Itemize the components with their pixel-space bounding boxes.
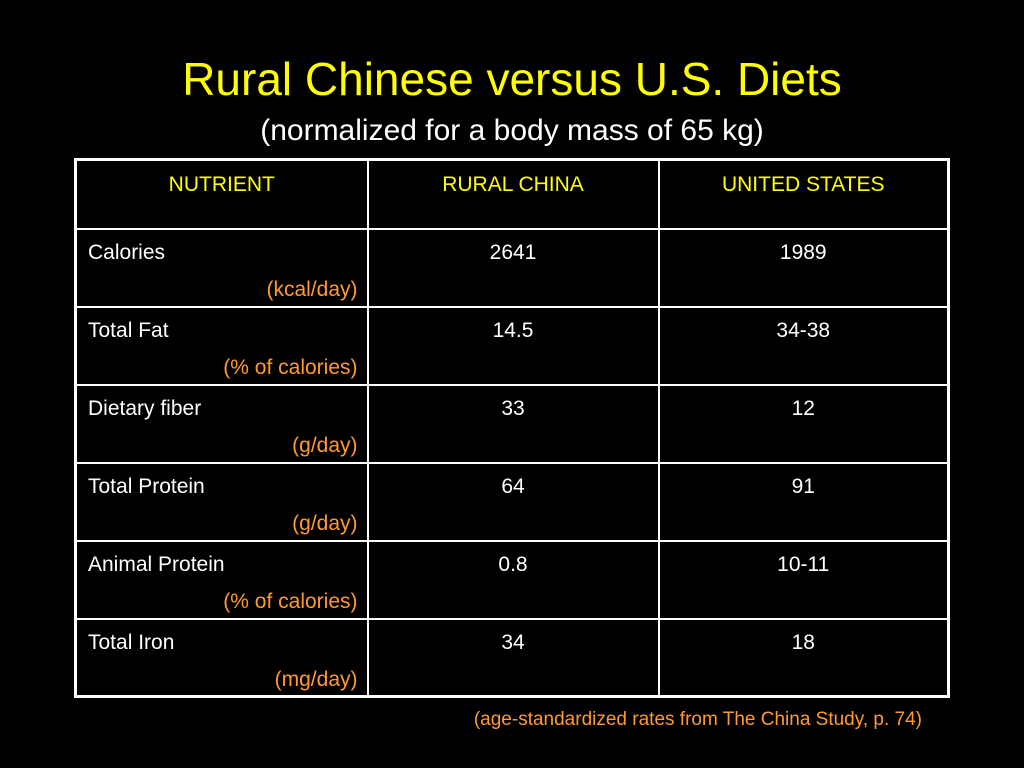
nutrient-cell: Calories (kcal/day) [74,227,369,308]
table-row: Dietary fiber (g/day) 33 12 [74,383,950,464]
united-states-value: 91 [791,474,815,498]
table-row: Animal Protein (% of calories) 0.8 10-11 [74,539,950,620]
united-states-cell: 12 [657,383,950,464]
nutrient-cell: Total Fat (% of calories) [74,305,369,386]
table-row: Total Fat (% of calories) 14.5 34-38 [74,305,950,386]
rural-china-value: 34 [501,630,525,654]
united-states-cell: 10-11 [657,539,950,620]
header-united-states: UNITED STATES [657,158,950,230]
nutrient-comparison-table: NUTRIENT RURAL CHINA UNITED STATES Calor… [74,158,950,698]
rural-china-cell: 34 [366,617,660,698]
nutrient-name: Total Iron [88,630,175,654]
source-footnote: (age-standardized rates from The China S… [473,709,922,730]
nutrient-name: Dietary fiber [88,396,202,420]
united-states-value: 10-11 [777,552,830,576]
header-rural-china: RURAL CHINA [366,158,660,230]
united-states-value: 1989 [779,240,827,264]
rural-china-value: 0.8 [498,552,528,576]
slide-title: Rural Chinese versus U.S. Diets [182,53,842,105]
rural-china-value: 14.5 [492,318,534,342]
nutrient-unit: (g/day) [292,511,358,535]
table-row: Total Protein (g/day) 64 91 [74,461,950,542]
header-nutrient: NUTRIENT [74,158,369,230]
nutrient-name: Animal Protein [88,552,225,576]
nutrient-unit: (kcal/day) [266,277,358,301]
rural-china-cell: 33 [366,383,660,464]
nutrient-name: Total Protein [88,474,205,498]
rural-china-cell: 14.5 [366,305,660,386]
slide-subtitle: (normalized for a body mass of 65 kg) [260,114,764,147]
united-states-value: 18 [791,630,815,654]
table-row: Calories (kcal/day) 2641 1989 [74,227,950,308]
nutrient-unit: (g/day) [292,433,358,457]
nutrient-unit: (mg/day) [274,667,358,691]
nutrient-unit: (% of calories) [223,355,358,379]
nutrient-cell: Total Iron (mg/day) [74,617,369,698]
nutrient-cell: Dietary fiber (g/day) [74,383,369,464]
rural-china-cell: 2641 [366,227,660,308]
rural-china-value: 2641 [489,240,537,264]
nutrient-name: Total Fat [88,318,169,342]
united-states-cell: 1989 [657,227,950,308]
rural-china-cell: 0.8 [366,539,660,620]
united-states-cell: 91 [657,461,950,542]
rural-china-cell: 64 [366,461,660,542]
rural-china-value: 64 [501,474,525,498]
nutrient-cell: Animal Protein (% of calories) [74,539,369,620]
united-states-value: 12 [791,396,815,420]
nutrient-unit: (% of calories) [223,589,358,613]
table-header-row: NUTRIENT RURAL CHINA UNITED STATES [74,158,950,230]
table-row: Total Iron (mg/day) 34 18 [74,617,950,698]
nutrient-name: Calories [88,240,166,264]
united-states-cell: 34-38 [657,305,950,386]
united-states-cell: 18 [657,617,950,698]
nutrient-cell: Total Protein (g/day) [74,461,369,542]
united-states-value: 34-38 [776,318,831,342]
rural-china-value: 33 [501,396,525,420]
